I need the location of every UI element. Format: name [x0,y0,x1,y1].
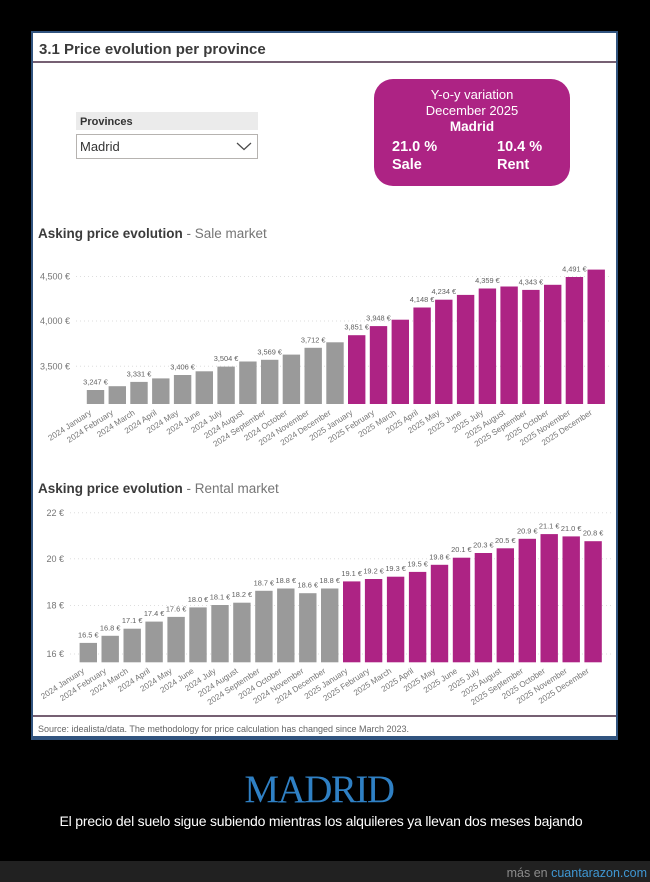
svg-text:18.8 €: 18.8 € [276,576,297,585]
svg-text:4,343 €: 4,343 € [519,277,544,286]
svg-text:3,331 €: 3,331 € [127,369,152,378]
svg-text:3,712 €: 3,712 € [301,335,326,344]
svg-text:20 €: 20 € [46,554,64,564]
svg-text:20.5 €: 20.5 € [495,536,516,545]
svg-text:18.1 €: 18.1 € [210,593,231,602]
svg-text:18.7 €: 18.7 € [254,578,275,587]
svg-text:18 €: 18 € [46,601,64,611]
svg-text:20.1 €: 20.1 € [451,545,472,554]
svg-text:3,500 €: 3,500 € [40,361,70,371]
svg-text:4,359 €: 4,359 € [475,276,500,285]
svg-text:16 €: 16 € [46,649,64,659]
svg-text:19.5 €: 19.5 € [407,559,428,568]
svg-text:3,247 €: 3,247 € [83,378,108,387]
svg-text:22 €: 22 € [46,508,64,518]
svg-text:17.4 €: 17.4 € [144,609,165,618]
svg-text:17.6 €: 17.6 € [166,604,187,613]
svg-text:18.2 €: 18.2 € [232,590,253,599]
svg-text:4,148 €: 4,148 € [410,295,435,304]
svg-text:16.5 €: 16.5 € [78,630,99,639]
svg-text:21.1 €: 21.1 € [539,522,560,531]
svg-text:4,491 €: 4,491 € [562,265,587,274]
svg-text:20.3 €: 20.3 € [473,541,494,550]
svg-text:18.8 €: 18.8 € [319,576,340,585]
svg-text:3,569 €: 3,569 € [257,347,282,356]
svg-text:16.8 €: 16.8 € [100,623,121,632]
svg-text:19.8 €: 19.8 € [429,552,450,561]
svg-text:21.0 €: 21.0 € [561,524,582,533]
svg-text:4,500 €: 4,500 € [40,272,70,282]
svg-text:19.1 €: 19.1 € [341,569,362,578]
svg-text:20.9 €: 20.9 € [517,526,538,535]
svg-text:19.2 €: 19.2 € [363,567,384,576]
svg-text:20.8 €: 20.8 € [583,529,604,538]
svg-text:17.1 €: 17.1 € [122,616,143,625]
svg-text:3,406 €: 3,406 € [170,363,195,372]
svg-text:3,504 €: 3,504 € [214,354,239,363]
svg-text:3,948 €: 3,948 € [366,314,391,323]
svg-text:18.0 €: 18.0 € [188,595,209,604]
svg-text:4,000 €: 4,000 € [40,316,70,326]
svg-text:19.3 €: 19.3 € [385,564,406,573]
svg-text:3,851 €: 3,851 € [344,323,369,332]
svg-text:18.6 €: 18.6 € [298,581,319,590]
svg-text:4,234 €: 4,234 € [431,287,456,296]
